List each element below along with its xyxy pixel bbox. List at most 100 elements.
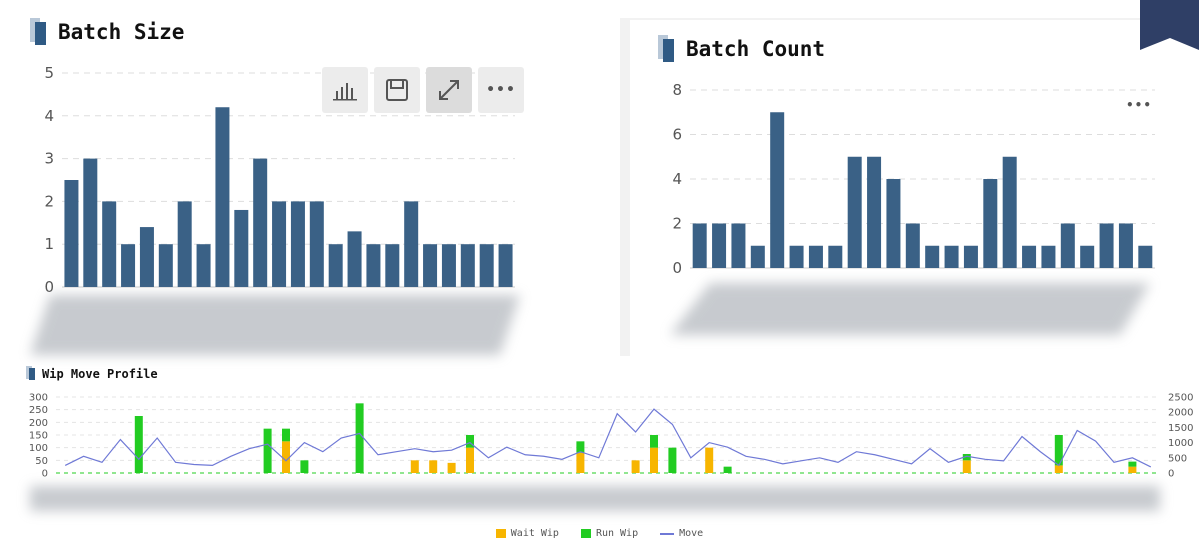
y-right-tick-label: 1000 <box>1168 438 1193 449</box>
more-options-button[interactable]: ••• <box>1126 98 1153 112</box>
bar <box>789 245 804 268</box>
bar-chart-button[interactable] <box>322 67 368 113</box>
bar <box>750 245 765 268</box>
title-marker-icon <box>658 35 676 63</box>
y-tick-label: 1 <box>44 235 54 253</box>
bar <box>925 245 940 268</box>
batch-size-title: Batch Size <box>30 18 184 46</box>
legend-label: Run Wip <box>595 528 639 539</box>
x-axis-labels-blurred <box>670 283 1150 335</box>
bar <box>83 158 98 287</box>
bar <box>1002 156 1017 268</box>
run-wip-bar <box>466 435 474 448</box>
chart-toolbar: ••• <box>322 67 524 113</box>
legend-item-move[interactable]: Move <box>660 528 703 539</box>
wait-wip-bar <box>447 462 456 473</box>
y-left-tick-label: 200 <box>29 418 48 429</box>
y-right-tick-label: 2000 <box>1168 408 1193 419</box>
y-left-tick-label: 100 <box>29 443 48 454</box>
bar <box>886 179 901 268</box>
title-marker-icon <box>30 18 48 46</box>
bar <box>479 244 494 287</box>
legend-label: Move <box>679 528 704 539</box>
y-tick-label: 4 <box>44 107 54 125</box>
run-wip-bar <box>576 441 585 453</box>
expand-icon <box>439 80 459 100</box>
bar <box>290 201 305 287</box>
y-tick-label: 0 <box>44 278 54 296</box>
wait-wip-bar <box>705 447 714 473</box>
bar <box>731 223 746 268</box>
y-left-tick-label: 150 <box>29 431 48 442</box>
wait-wip-bar <box>576 452 585 473</box>
bar <box>121 244 136 287</box>
wip-move-title: Wip Move Profile <box>26 366 158 381</box>
y-tick-label: 2 <box>672 215 682 233</box>
fullscreen-button[interactable] <box>426 67 472 113</box>
bar <box>215 107 230 287</box>
wait-wip-bar <box>1054 465 1063 473</box>
y-right-tick-label: 0 <box>1168 469 1174 480</box>
run-wip-bar <box>668 447 677 473</box>
run-wip-bar <box>134 416 143 473</box>
bar <box>905 223 920 268</box>
save-image-button[interactable] <box>374 67 420 113</box>
wait-wip-bar <box>650 447 658 473</box>
bar <box>234 209 249 287</box>
y-tick-label: 5 <box>44 64 54 82</box>
legend-label: Wait Wip <box>510 528 559 539</box>
bar <box>1060 223 1075 268</box>
run-wip-bar <box>1054 435 1063 466</box>
bar <box>1022 245 1037 268</box>
move-swatch <box>660 532 675 535</box>
bar <box>983 179 998 268</box>
wait-wip-bar <box>429 460 438 473</box>
bar <box>770 112 785 268</box>
run-wip-bar <box>723 466 732 473</box>
y-right-tick-label: 2500 <box>1168 393 1193 404</box>
wait-wip-bar <box>466 447 474 473</box>
corner-ribbon <box>1140 0 1199 50</box>
bar-chart-icon <box>333 83 357 101</box>
bar <box>441 244 456 287</box>
bar <box>177 201 192 287</box>
y-left-tick-label: 0 <box>42 469 48 480</box>
wait-wip-bar <box>410 460 419 473</box>
run-wip-bar <box>650 435 658 448</box>
legend-item-run-wip[interactable]: Run Wip <box>580 528 639 539</box>
batch-count-chart: 0 2 4 6 8 <box>672 81 1155 277</box>
y-tick-label: 2 <box>44 192 54 210</box>
y-left-tick-label: 250 <box>29 405 48 416</box>
bar <box>404 201 419 287</box>
wait-wip-bar <box>1128 466 1137 473</box>
bar <box>847 156 862 268</box>
bar <box>460 244 475 287</box>
bar <box>64 180 79 287</box>
y-left-tick-label: 50 <box>35 456 48 467</box>
wip-legend: Wait Wip Run Wip Move <box>0 528 1199 539</box>
bar <box>328 244 343 287</box>
run-wip-bar <box>263 428 272 473</box>
save-icon <box>386 79 408 101</box>
bar <box>423 244 438 287</box>
bar <box>1118 223 1133 268</box>
wait-wip-bar <box>282 441 290 473</box>
run-wip-bar <box>355 403 364 473</box>
run-wip-swatch <box>580 529 591 538</box>
y-right-tick-label: 500 <box>1168 453 1187 464</box>
bar <box>253 158 268 287</box>
bar <box>102 201 117 287</box>
bar <box>347 231 362 287</box>
batch-count-title: Batch Count <box>658 35 825 63</box>
legend-item-wait-wip[interactable]: Wait Wip <box>495 528 559 539</box>
run-wip-bar <box>1128 461 1137 467</box>
more-options-button[interactable]: ••• <box>478 67 524 113</box>
title-marker-icon <box>26 366 36 381</box>
y-tick-label: 4 <box>672 170 682 188</box>
y-tick-label: 0 <box>672 259 682 277</box>
bar <box>366 244 381 287</box>
wait-wip-bar <box>631 460 640 473</box>
x-axis-labels-blurred <box>30 486 1160 511</box>
bar <box>309 201 324 287</box>
bar <box>828 245 843 268</box>
